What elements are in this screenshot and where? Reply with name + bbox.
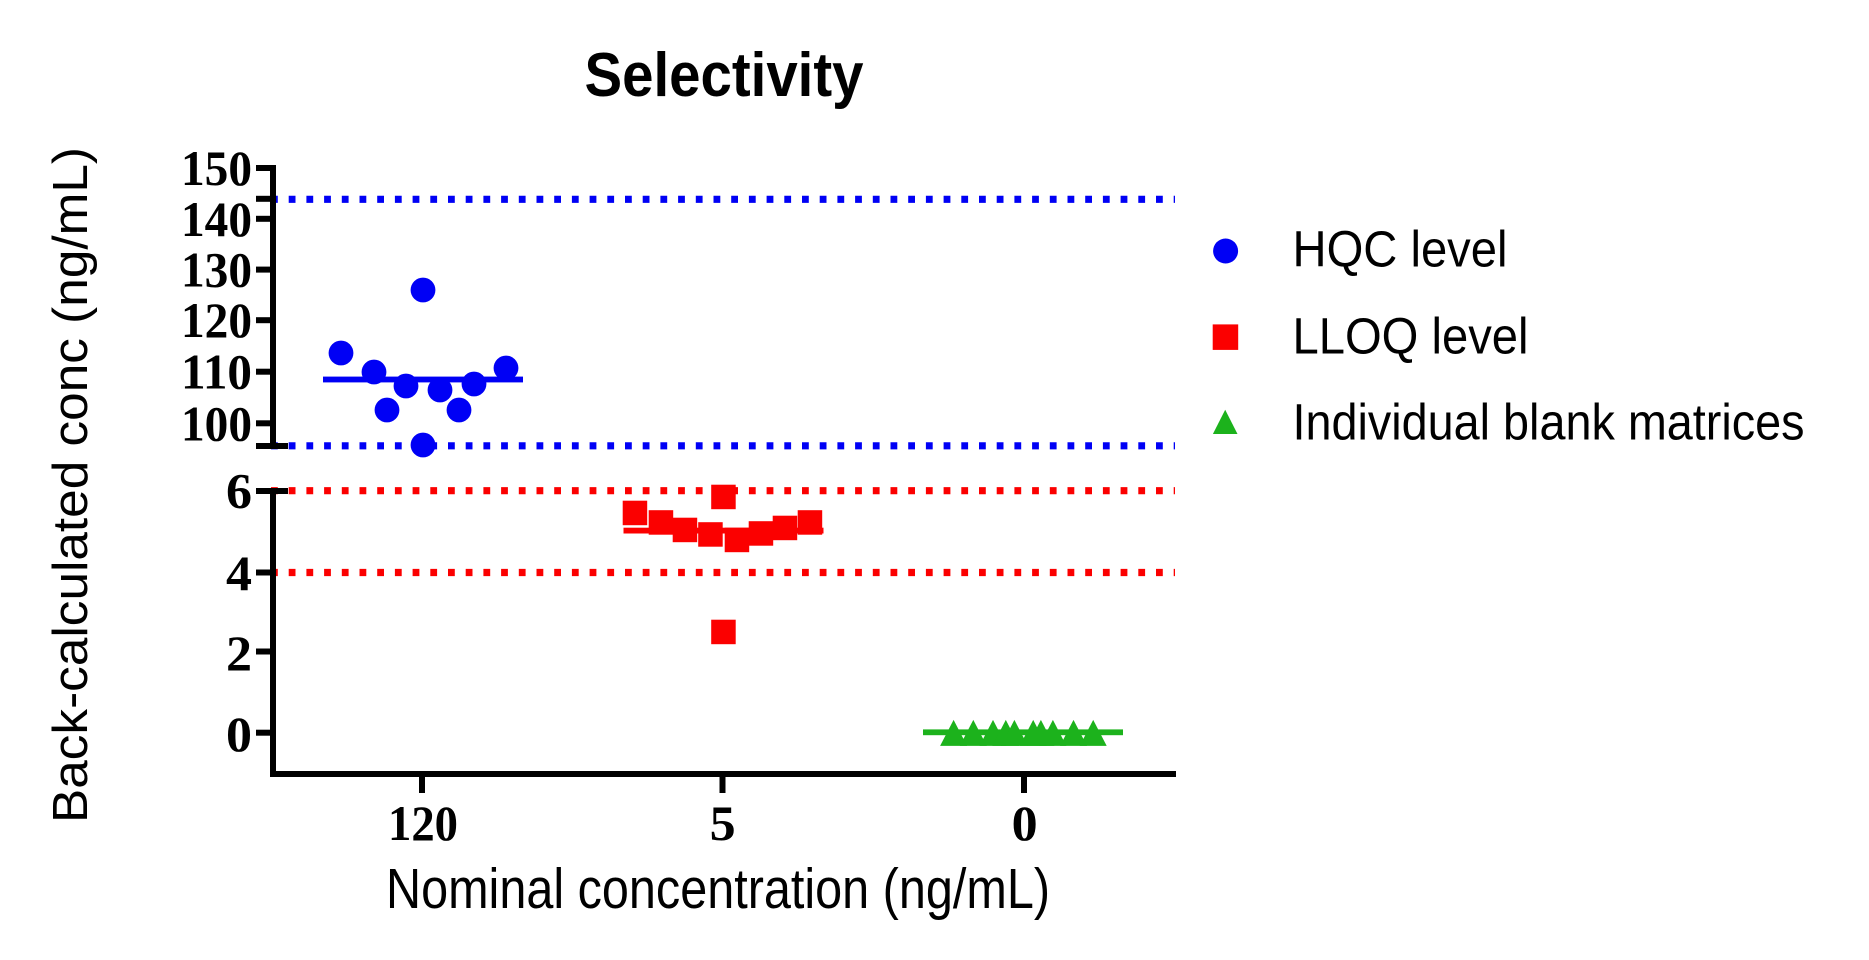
svg-text:Back-calculated conc (ng/mL): Back-calculated conc (ng/mL) xyxy=(44,147,98,823)
svg-text:120: 120 xyxy=(181,292,252,348)
svg-text:HQC level: HQC level xyxy=(1293,221,1508,278)
svg-text:4: 4 xyxy=(226,545,252,601)
svg-text:2: 2 xyxy=(226,625,252,681)
svg-text:140: 140 xyxy=(181,191,252,247)
svg-text:150: 150 xyxy=(181,140,252,196)
svg-text:5: 5 xyxy=(710,795,736,851)
svg-text:Individual blank matrices: Individual blank matrices xyxy=(1293,394,1805,451)
svg-text:0: 0 xyxy=(1012,795,1038,851)
svg-text:LLOQ level: LLOQ level xyxy=(1293,308,1529,365)
svg-text:0: 0 xyxy=(226,706,252,762)
svg-text:120: 120 xyxy=(388,795,458,851)
svg-text:6: 6 xyxy=(226,463,252,519)
svg-text:Nominal concentration (ng/mL): Nominal concentration (ng/mL) xyxy=(386,857,1050,921)
svg-text:130: 130 xyxy=(181,242,252,298)
svg-text:100: 100 xyxy=(181,395,252,451)
svg-text:Selectivity: Selectivity xyxy=(585,41,864,110)
svg-text:110: 110 xyxy=(181,344,252,400)
